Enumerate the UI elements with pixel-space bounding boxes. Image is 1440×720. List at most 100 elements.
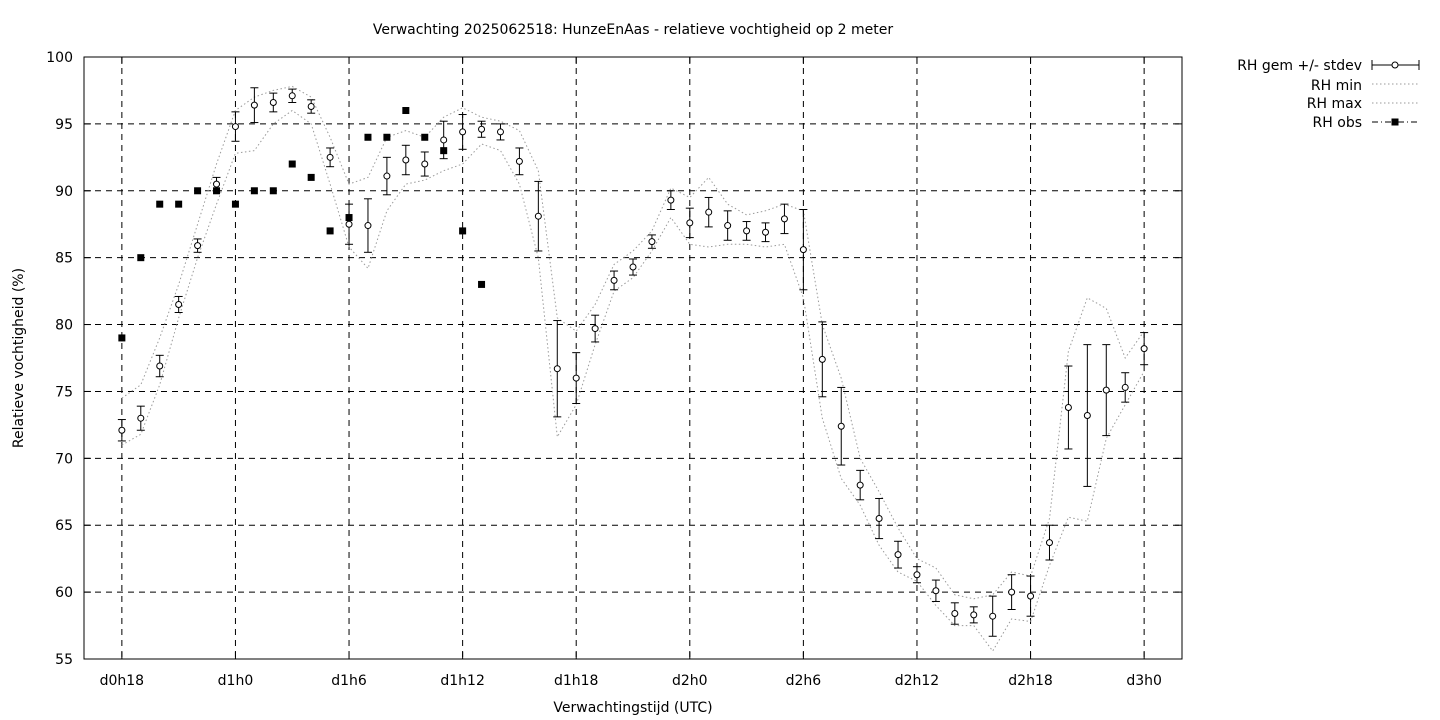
mean-point [875, 515, 883, 523]
mean-points [118, 92, 1148, 620]
mean-point [421, 160, 429, 168]
mean-point [478, 125, 486, 133]
x-tick-labels: d0h18 d1h0 d1h6 d1h12 d1h18 d2h0 d2h6 d2h12 d2h1… [100, 673, 1162, 689]
obs-point [269, 187, 277, 195]
obs-point [478, 280, 486, 288]
obs-point [421, 133, 429, 141]
x-tick-label: d1h6 [331, 673, 367, 689]
obs-point [364, 133, 372, 141]
mean-point [440, 136, 448, 144]
mean-point [496, 128, 504, 136]
legend-swatch-obs [1372, 118, 1419, 126]
mean-point [1008, 588, 1016, 596]
error-bars [117, 87, 1149, 637]
x-tick-label: d1h12 [440, 673, 484, 689]
mean-point [837, 422, 845, 430]
plot-frame [83, 56, 1183, 660]
grid-lines [84, 56, 1182, 660]
chart-title: Verwachting 2025062518: HunzeEnAas - rel… [373, 22, 894, 38]
mean-point [1102, 386, 1110, 394]
mean-point [345, 220, 353, 228]
legend-label-max: RH max [1307, 96, 1362, 112]
obs-point [326, 227, 334, 235]
mean-point [1121, 383, 1129, 391]
mean-point [250, 101, 258, 109]
y-tick-label: 70 [55, 451, 73, 467]
obs-point [156, 200, 164, 208]
y-axis-label: Relatieve vochtigheid (%) [11, 268, 27, 448]
x-tick-label: d2h0 [672, 673, 708, 689]
mean-point [648, 238, 656, 246]
y-tick-label: 65 [55, 518, 73, 534]
y-tick-label: 90 [55, 184, 73, 200]
mean-point [307, 102, 315, 110]
mean-point [799, 246, 807, 254]
obs-point [213, 187, 221, 195]
mean-point [118, 426, 126, 434]
mean-point [213, 180, 221, 188]
mean-point [856, 481, 864, 489]
legend-label-mean: RH gem +/- stdev [1237, 58, 1362, 74]
obs-point [459, 227, 467, 235]
x-tick-label: d3h0 [1126, 673, 1162, 689]
mean-point [175, 300, 183, 308]
mean-point [667, 196, 675, 204]
mean-point [743, 227, 751, 235]
mean-point [269, 98, 277, 106]
mean-point [780, 215, 788, 223]
x-tick-label: d1h18 [554, 673, 598, 689]
mean-point [591, 325, 599, 333]
obs-point [288, 160, 296, 168]
legend-label-min: RH min [1311, 78, 1362, 94]
mean-point [1064, 403, 1072, 411]
obs-point [440, 147, 448, 155]
obs-point [250, 187, 258, 195]
mean-point [534, 212, 542, 220]
legend-swatch-mean [1371, 60, 1420, 70]
mean-point [951, 610, 959, 618]
obs-point [307, 173, 315, 181]
mean-point [515, 157, 523, 165]
mean-point [1140, 345, 1148, 353]
mean-point [610, 276, 618, 284]
mean-point [818, 355, 826, 363]
y-tick-labels: 55 60 65 70 75 80 85 90 95 100 [46, 50, 73, 668]
mean-point [1045, 539, 1053, 547]
mean-point [326, 153, 334, 161]
rh-min-line [121, 109, 1145, 652]
obs-point [118, 334, 126, 342]
y-tick-label: 100 [46, 50, 73, 66]
x-tick-label: d1h0 [218, 673, 254, 689]
mean-point [1027, 592, 1035, 600]
y-tick-label: 75 [55, 384, 73, 400]
legend-label-obs: RH obs [1313, 115, 1362, 131]
envelope-lines [121, 85, 1145, 652]
x-tick-label: d2h18 [1008, 673, 1052, 689]
mean-point [156, 362, 164, 370]
mean-point [383, 172, 391, 180]
mean-point [402, 156, 410, 164]
mean-point [894, 551, 902, 559]
obs-point [194, 187, 202, 195]
mean-point [970, 611, 978, 619]
mean-point [231, 123, 239, 131]
mean-point [705, 208, 713, 216]
mean-point [194, 242, 202, 250]
y-tick-label: 60 [55, 585, 73, 601]
obs-point [345, 214, 353, 222]
mean-point [686, 219, 694, 227]
mean-point [629, 263, 637, 271]
y-tick-label: 80 [55, 318, 73, 334]
mean-point [1083, 412, 1091, 420]
y-tick-label: 85 [55, 251, 73, 267]
obs-point [402, 107, 410, 115]
mean-point [364, 222, 372, 230]
mean-point [724, 222, 732, 230]
y-tick-label: 55 [55, 652, 73, 668]
observation-points [118, 107, 486, 342]
obs-point [137, 254, 145, 262]
x-tick-label: d0h18 [100, 673, 144, 689]
y-tick-label: 95 [55, 117, 73, 133]
rh-max-line [121, 85, 1145, 600]
